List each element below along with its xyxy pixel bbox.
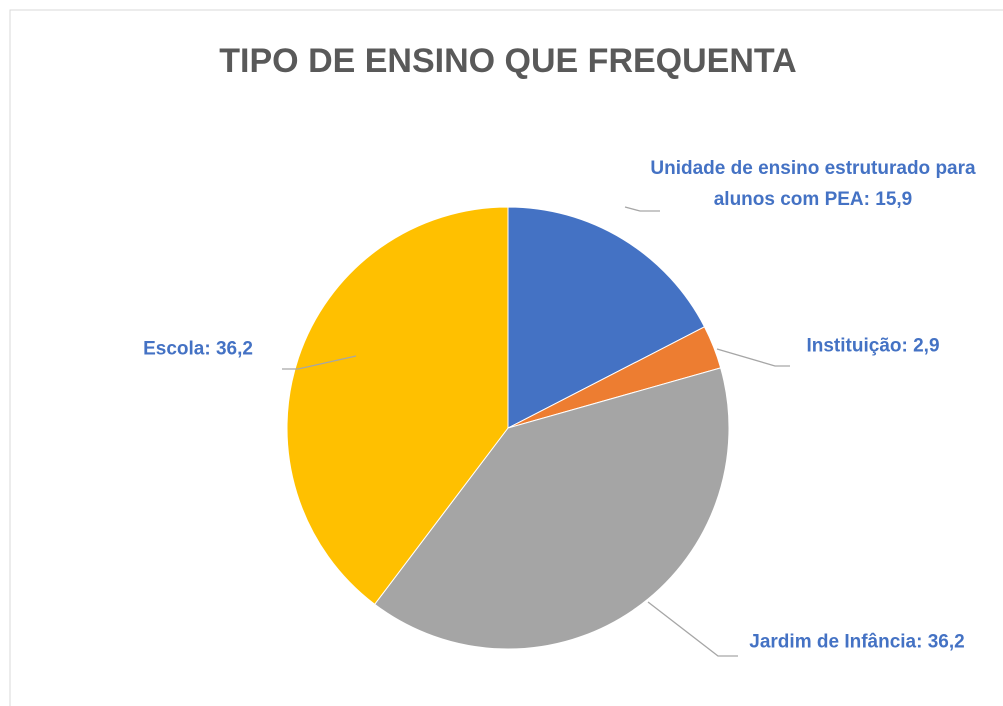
pie-slice <box>286 206 509 605</box>
data-label: Jardim de Infância: 36,2 <box>749 631 965 653</box>
pie-slice <box>373 367 730 650</box>
leader-line <box>716 348 790 367</box>
data-label: Escola: 36,2 <box>143 338 253 360</box>
chart-title: TIPO DE ENSINO QUE FREQUENTA <box>219 42 796 80</box>
data-label: Instituição: 2,9 <box>806 335 940 357</box>
pie <box>286 206 730 650</box>
leader-lines <box>282 206 790 657</box>
leader-line <box>647 601 738 657</box>
leader-line <box>624 206 660 212</box>
data-label: Unidade de ensino estruturado para aluno… <box>650 158 976 210</box>
pie-slice <box>507 206 706 429</box>
leader-line <box>282 355 357 370</box>
